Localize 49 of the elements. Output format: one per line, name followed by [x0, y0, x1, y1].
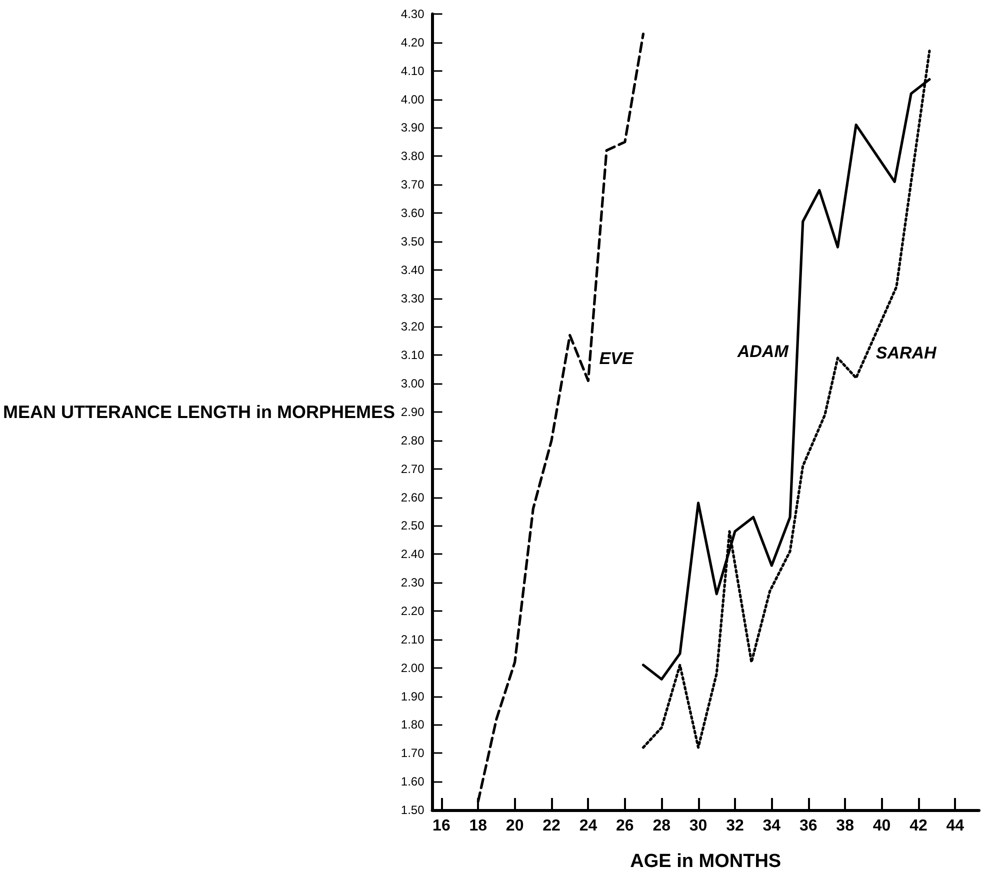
x-tick-label: 22 — [542, 818, 561, 834]
x-tick-label: 30 — [689, 818, 708, 834]
y-tick-label: 3.50 — [400, 234, 425, 248]
y-tick-label: 2.20 — [400, 604, 425, 618]
x-tick-label: 24 — [579, 818, 598, 834]
y-tick-label: 2.10 — [400, 632, 425, 646]
y-tick-label: 4.30 — [400, 7, 425, 21]
y-tick-label: 4.20 — [400, 35, 425, 50]
y-tick-label: 2.90 — [400, 405, 425, 419]
x-tick-label: 42 — [910, 818, 928, 834]
y-tick-label: 2.40 — [400, 547, 425, 562]
y-tick-label: 3.40 — [400, 262, 425, 277]
y-tick-label: 3.10 — [400, 348, 425, 362]
x-tick-label: 20 — [506, 818, 524, 834]
y-tick-label: 4.00 — [400, 92, 425, 106]
y-tick-label: 4.10 — [400, 64, 425, 78]
series-label: ADAM — [736, 342, 790, 362]
x-tick-label: 36 — [799, 818, 818, 834]
x-tick-label: 28 — [652, 818, 671, 834]
x-tick-label: 40 — [872, 818, 891, 834]
y-axis-title: MEAN UTTERANCE LENGTH in MORPHEMES — [2, 402, 396, 422]
y-tick-label: 3.80 — [400, 149, 425, 164]
x-tick-label: 18 — [469, 818, 488, 834]
y-tick-label: 1.50 — [400, 803, 425, 817]
y-tick-label: 3.30 — [400, 291, 425, 306]
y-tick-label: 3.90 — [400, 120, 425, 135]
x-tick-label: 34 — [762, 818, 781, 834]
y-tick-label: 2.00 — [400, 660, 425, 675]
x-tick-label: 26 — [616, 818, 634, 834]
y-tick-label: 2.60 — [400, 490, 425, 504]
x-tick-label: 44 — [946, 818, 964, 834]
series-label: SARAH — [876, 343, 938, 362]
y-tick-label: 2.80 — [400, 433, 425, 448]
y-tick-label: 1.70 — [400, 746, 425, 760]
x-tick-label: 16 — [432, 818, 450, 834]
x-tick-label: 32 — [726, 818, 744, 834]
y-tick-label: 1.90 — [400, 689, 425, 704]
y-tick-label: 2.70 — [400, 462, 425, 476]
y-tick-label: 3.70 — [400, 178, 425, 192]
y-tick-label: 1.60 — [400, 774, 425, 789]
y-tick-label: 2.30 — [400, 576, 425, 590]
x-tick-label: 38 — [836, 818, 854, 834]
y-tick-label: 3.60 — [400, 206, 425, 220]
y-tick-label: 3.20 — [400, 320, 425, 334]
y-tick-label: 2.50 — [400, 518, 425, 533]
y-tick-label: 1.80 — [400, 718, 425, 732]
series-label: EVE — [599, 349, 634, 368]
y-tick-label: 3.00 — [400, 376, 425, 391]
x-axis-title: AGE in MONTHS — [630, 851, 782, 872]
